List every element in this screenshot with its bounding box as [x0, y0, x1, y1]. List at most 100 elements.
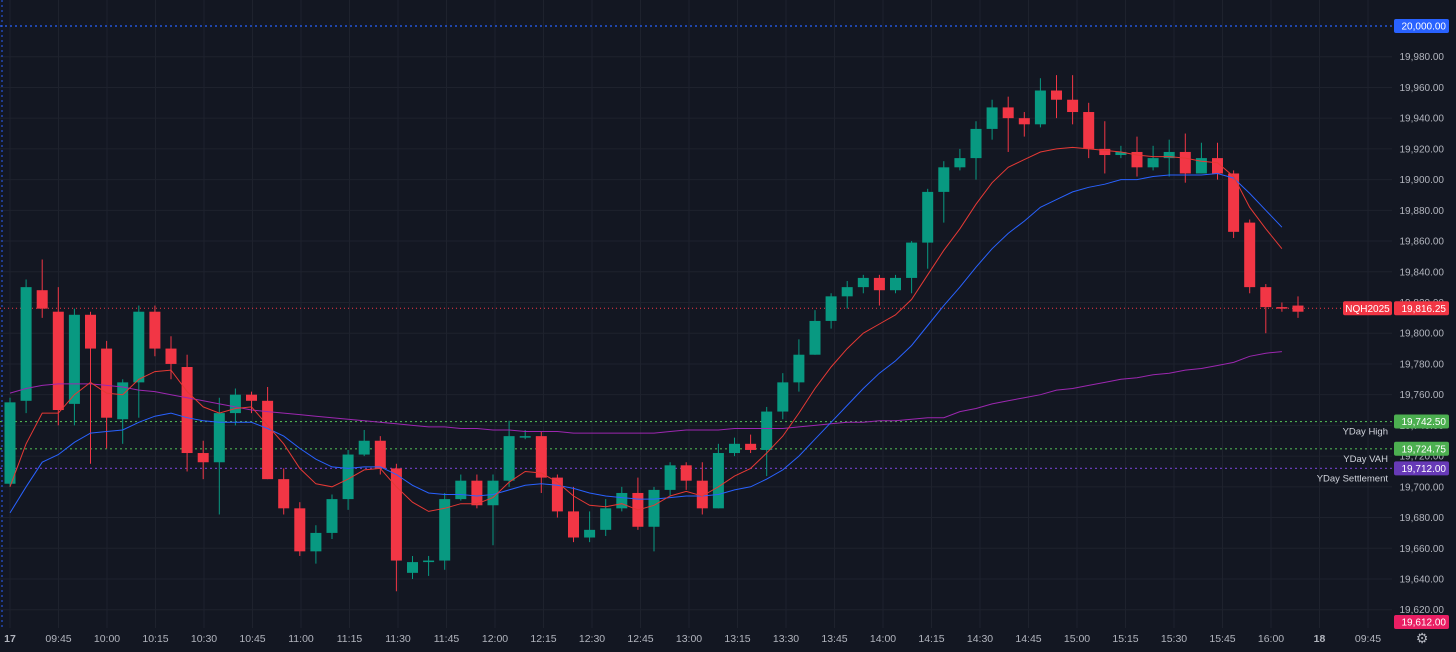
price-tick-label: 19,860.00 [1400, 237, 1445, 248]
candle-body[interactable] [954, 158, 966, 168]
candle-body[interactable] [761, 411, 773, 450]
candle-body[interactable] [439, 499, 451, 561]
candle-body[interactable] [922, 191, 934, 243]
gear-icon[interactable]: ⚙ [1415, 631, 1429, 647]
candle-body[interactable] [342, 454, 354, 500]
candle-body[interactable] [986, 107, 998, 129]
candle-body[interactable] [1179, 151, 1191, 174]
candle-body[interactable] [407, 562, 418, 573]
candle-body[interactable] [165, 348, 177, 364]
candle-body[interactable] [101, 348, 113, 418]
candle-body[interactable] [133, 311, 145, 383]
candle-body[interactable] [4, 402, 16, 484]
candle-body[interactable] [197, 453, 209, 463]
time-tick-label: 13:30 [773, 633, 799, 645]
candle-body[interactable] [1018, 118, 1030, 125]
time-tick-label: 13:45 [821, 633, 847, 645]
candle-body[interactable] [1276, 307, 1288, 309]
candle-body[interactable] [358, 440, 370, 455]
time-tick-label: 15:15 [1112, 633, 1138, 645]
candle-body[interactable] [229, 394, 241, 414]
candle-body[interactable] [551, 477, 563, 512]
candle-body[interactable] [825, 296, 837, 321]
candle-body[interactable] [584, 529, 596, 538]
candle-body[interactable] [503, 436, 515, 481]
candle-body[interactable] [1228, 173, 1240, 232]
price-tick-label: 19,920.00 [1400, 144, 1445, 155]
candle-body[interactable] [680, 465, 692, 481]
candle-body[interactable] [793, 354, 805, 383]
candle-body[interactable] [568, 511, 579, 538]
candle-body[interactable] [841, 287, 853, 297]
candle-body[interactable] [294, 508, 306, 552]
time-axis[interactable]: 17 09:45 10:00 10:15 10:30 10:45 11:00 11:15 11:… [4, 633, 1381, 645]
candle-body[interactable] [487, 480, 499, 506]
candle-body[interactable] [1292, 305, 1304, 312]
candle-body[interactable] [36, 290, 48, 309]
price-tick-label: 19,760.00 [1400, 390, 1445, 401]
candle-body[interactable] [519, 436, 531, 438]
candle-body[interactable] [664, 465, 676, 490]
candle-body[interactable] [310, 532, 322, 552]
price-tick-label: 19,900.00 [1400, 175, 1445, 186]
candle-body[interactable] [1147, 158, 1159, 168]
candle-body[interactable] [616, 492, 628, 509]
candle-body[interactable] [1099, 148, 1111, 156]
candle-body[interactable] [423, 560, 435, 563]
time-tick-label: 09:45 [45, 633, 71, 645]
candle-body[interactable] [68, 314, 80, 404]
candle-body[interactable] [117, 382, 129, 420]
candle-body[interactable] [873, 277, 885, 291]
candle-body[interactable] [181, 367, 193, 454]
price-tick-label: 19,660.00 [1400, 544, 1445, 555]
candle-body[interactable] [1244, 222, 1256, 288]
candle-body[interactable] [938, 167, 950, 192]
candle-body[interactable] [246, 394, 257, 401]
candle-body[interactable] [213, 413, 225, 463]
time-tick-label: 12:00 [482, 633, 508, 645]
candle-body[interactable] [1131, 151, 1143, 168]
candle-bodies[interactable] [4, 90, 1304, 573]
candle-body[interactable] [1034, 90, 1046, 125]
candle-body[interactable] [1115, 151, 1127, 156]
candle-body[interactable] [535, 436, 547, 478]
candle-body[interactable] [326, 499, 338, 533]
candle-body[interactable] [970, 128, 982, 159]
candle-body[interactable] [1002, 107, 1014, 119]
candle-body[interactable] [777, 382, 789, 412]
time-tick-label: 17 [4, 633, 16, 645]
candle-body[interactable] [857, 277, 869, 288]
candle-body[interactable] [1067, 99, 1079, 113]
candle-body[interactable] [1083, 112, 1095, 149]
level-price-tag-text: 19,724.75 [1402, 444, 1447, 455]
candle-body[interactable] [20, 287, 32, 401]
candle-body[interactable] [262, 400, 274, 480]
price-tick-label: 19,720.00 [1400, 452, 1445, 463]
symbol-tag-text: NQH2025 [1345, 304, 1390, 315]
candle-body[interactable] [455, 480, 467, 500]
candle-body[interactable] [696, 480, 708, 509]
candle-body[interactable] [809, 320, 821, 355]
candle-body[interactable] [600, 508, 612, 530]
candle-body[interactable] [712, 453, 724, 509]
candle-body[interactable] [85, 314, 96, 349]
candle-body[interactable] [1163, 151, 1175, 159]
candle-body[interactable] [745, 443, 757, 450]
candle-body[interactable] [906, 242, 918, 278]
candle-body[interactable] [471, 480, 483, 506]
level-caption: YDay High [1343, 427, 1388, 438]
candle-body[interactable] [1195, 158, 1207, 174]
candle-body[interactable] [149, 311, 161, 349]
candle-body[interactable] [1260, 287, 1272, 308]
candle-body[interactable] [1051, 90, 1062, 100]
candle-body[interactable] [390, 468, 402, 561]
candle-body[interactable] [278, 479, 290, 509]
candle-body[interactable] [52, 311, 64, 411]
candle-body[interactable] [648, 489, 660, 527]
candle-body[interactable] [890, 277, 901, 291]
candle-body[interactable] [729, 443, 740, 454]
candle-body[interactable] [374, 440, 386, 469]
time-tick-label: 11:15 [337, 633, 363, 645]
candle-body[interactable] [1212, 158, 1223, 174]
